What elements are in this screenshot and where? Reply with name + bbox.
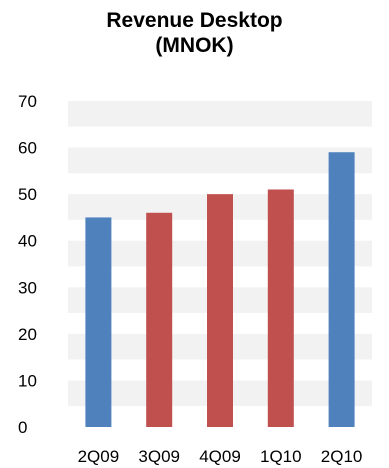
y-tick-label-50: 50 xyxy=(18,185,37,204)
y-axis-tick-labels: 0 10 20 30 40 50 60 70 xyxy=(18,92,37,437)
grid-band-60 xyxy=(68,148,372,174)
x-tick-label-1Q10: 1Q10 xyxy=(260,447,302,466)
x-tick-label-3Q09: 3Q09 xyxy=(138,447,180,466)
bar-2Q10 xyxy=(329,152,355,427)
x-tick-label-2Q09: 2Q09 xyxy=(78,447,120,466)
x-tick-label-2Q10: 2Q10 xyxy=(321,447,363,466)
bar-3Q09 xyxy=(146,213,172,427)
bar-4Q09 xyxy=(207,194,233,427)
grid-band-70 xyxy=(68,101,372,127)
bar-1Q10 xyxy=(268,189,294,427)
y-tick-label-0: 0 xyxy=(18,418,27,437)
bar-2Q09 xyxy=(85,217,111,427)
y-tick-label-10: 10 xyxy=(18,371,37,390)
x-axis-category-labels: 2Q09 3Q09 4Q09 1Q10 2Q10 xyxy=(78,447,363,466)
y-tick-label-70: 70 xyxy=(18,92,37,111)
y-tick-label-30: 30 xyxy=(18,278,37,297)
y-tick-label-20: 20 xyxy=(18,325,37,344)
y-tick-label-40: 40 xyxy=(18,232,37,251)
x-tick-label-4Q09: 4Q09 xyxy=(199,447,241,466)
y-tick-label-60: 60 xyxy=(18,139,37,158)
